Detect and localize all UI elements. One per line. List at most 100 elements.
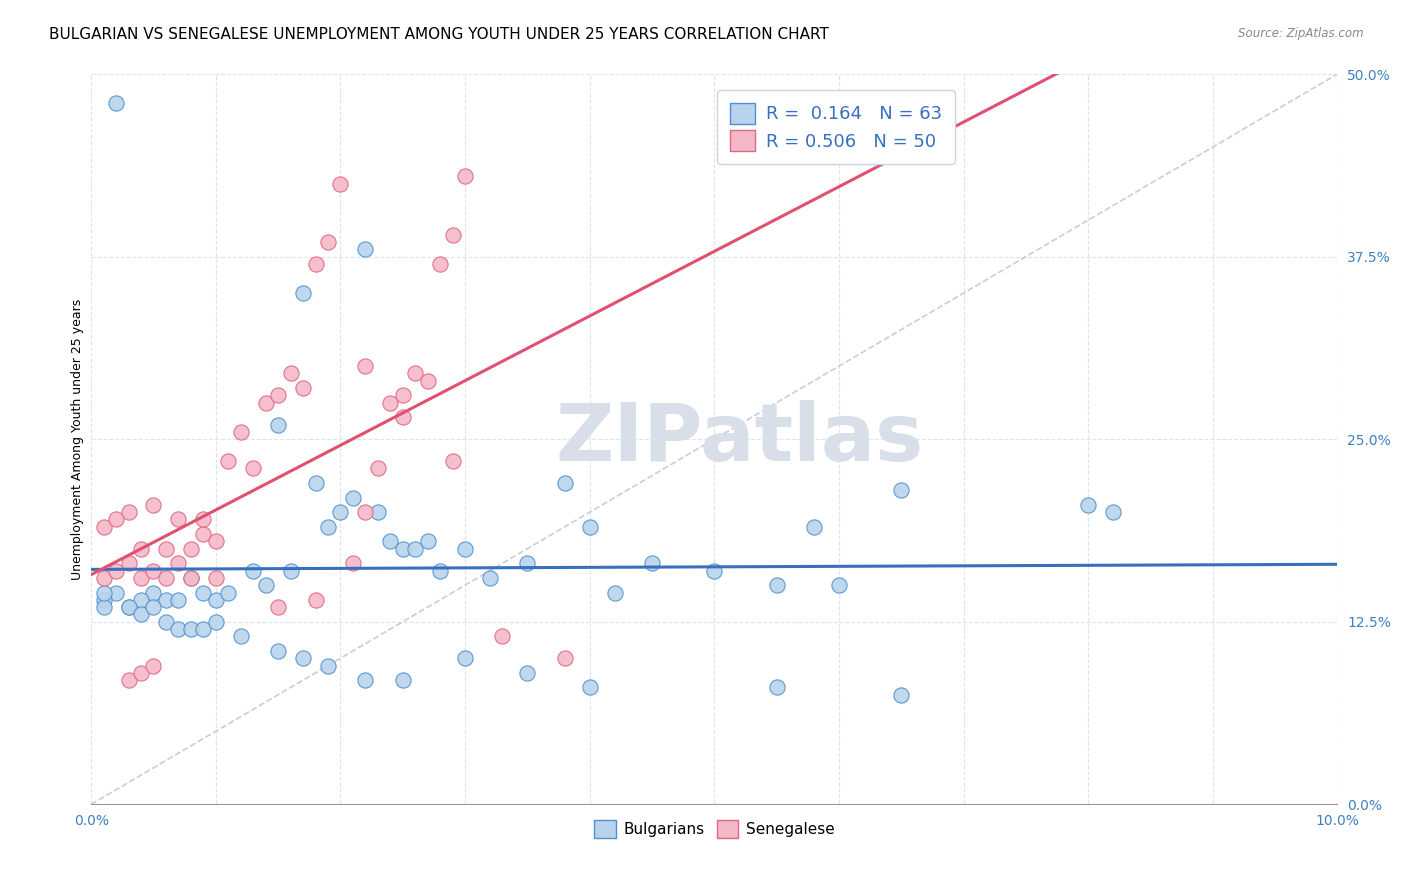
Point (129, 541, 152, 556)
Point (391, 388, 413, 402)
Point (193, 527, 215, 541)
Point (329, 177, 352, 191)
Point (142, 564, 165, 578)
Point (267, 417, 290, 432)
Point (129, 665, 152, 680)
Point (280, 367, 302, 381)
Point (1077, 498, 1099, 512)
Point (142, 658, 165, 673)
Point (391, 410, 413, 425)
Point (578, 520, 600, 534)
Point (142, 498, 165, 512)
Point (217, 585, 239, 599)
Point (167, 557, 190, 571)
Point (180, 571, 202, 585)
Text: ZIPatlas: ZIPatlas (555, 401, 924, 478)
Point (105, 564, 128, 578)
Point (354, 242, 377, 256)
Point (117, 600, 139, 615)
Point (142, 585, 165, 599)
Point (93, 600, 115, 615)
Point (292, 381, 315, 395)
Point (429, 564, 451, 578)
Point (117, 600, 139, 615)
Point (93, 592, 115, 607)
Point (578, 681, 600, 695)
Point (554, 475, 576, 490)
Point (93, 571, 115, 585)
Point (478, 571, 501, 585)
Point (454, 541, 477, 556)
Point (242, 564, 264, 578)
Point (117, 557, 139, 571)
Point (129, 571, 152, 585)
Point (803, 520, 825, 534)
Point (304, 592, 326, 607)
Point (765, 681, 787, 695)
Point (204, 592, 226, 607)
Point (890, 483, 912, 498)
Point (193, 622, 215, 636)
Point (117, 505, 139, 519)
Point (516, 665, 538, 680)
Point (304, 475, 326, 490)
Point (204, 571, 226, 585)
Point (167, 512, 190, 526)
Point (380, 395, 402, 409)
Point (292, 286, 315, 301)
Point (516, 557, 538, 571)
Point (354, 359, 377, 373)
Point (416, 534, 439, 549)
Point (242, 461, 264, 475)
Point (316, 658, 339, 673)
Point (765, 578, 787, 592)
Point (890, 688, 912, 702)
Point (155, 541, 177, 556)
Point (180, 541, 202, 556)
Point (454, 169, 477, 184)
Point (254, 578, 277, 592)
Point (1102, 505, 1125, 519)
Point (391, 541, 413, 556)
Point (204, 615, 226, 629)
Point (129, 607, 152, 622)
Point (267, 388, 290, 402)
Point (380, 534, 402, 549)
Point (167, 622, 190, 636)
Point (193, 585, 215, 599)
Point (454, 651, 477, 665)
Y-axis label: Unemployment Among Youth under 25 years: Unemployment Among Youth under 25 years (72, 299, 84, 580)
Point (93, 585, 115, 599)
Point (416, 374, 439, 388)
Point (204, 534, 226, 549)
Point (280, 564, 302, 578)
Point (703, 564, 725, 578)
Point (105, 585, 128, 599)
Point (329, 505, 352, 519)
Point (404, 541, 426, 556)
Point (129, 592, 152, 607)
Point (603, 585, 626, 599)
Point (304, 257, 326, 271)
Point (254, 395, 277, 409)
Point (292, 651, 315, 665)
Point (342, 491, 364, 505)
Text: Source: ZipAtlas.com: Source: ZipAtlas.com (1239, 27, 1364, 40)
Point (491, 629, 513, 643)
Point (429, 257, 451, 271)
Point (105, 96, 128, 111)
Point (217, 454, 239, 468)
Point (267, 644, 290, 658)
Point (155, 592, 177, 607)
Point (404, 367, 426, 381)
Point (828, 578, 851, 592)
Point (142, 600, 165, 615)
Point (155, 571, 177, 585)
Point (180, 571, 202, 585)
Legend: Bulgarians, Senegalese: Bulgarians, Senegalese (588, 814, 841, 844)
Point (229, 629, 252, 643)
Point (117, 673, 139, 688)
Point (354, 505, 377, 519)
Point (316, 235, 339, 249)
Point (193, 512, 215, 526)
